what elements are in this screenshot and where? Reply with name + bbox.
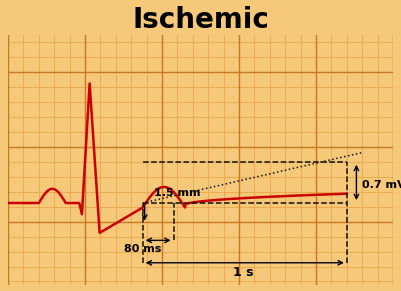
Text: 80 ms: 80 ms: [124, 244, 161, 253]
Text: 0.7 mV: 0.7 mV: [362, 180, 401, 190]
Text: 1.5 mm: 1.5 mm: [154, 188, 201, 198]
Title: Ischemic: Ischemic: [132, 6, 269, 34]
Text: 1 s: 1 s: [233, 266, 254, 279]
